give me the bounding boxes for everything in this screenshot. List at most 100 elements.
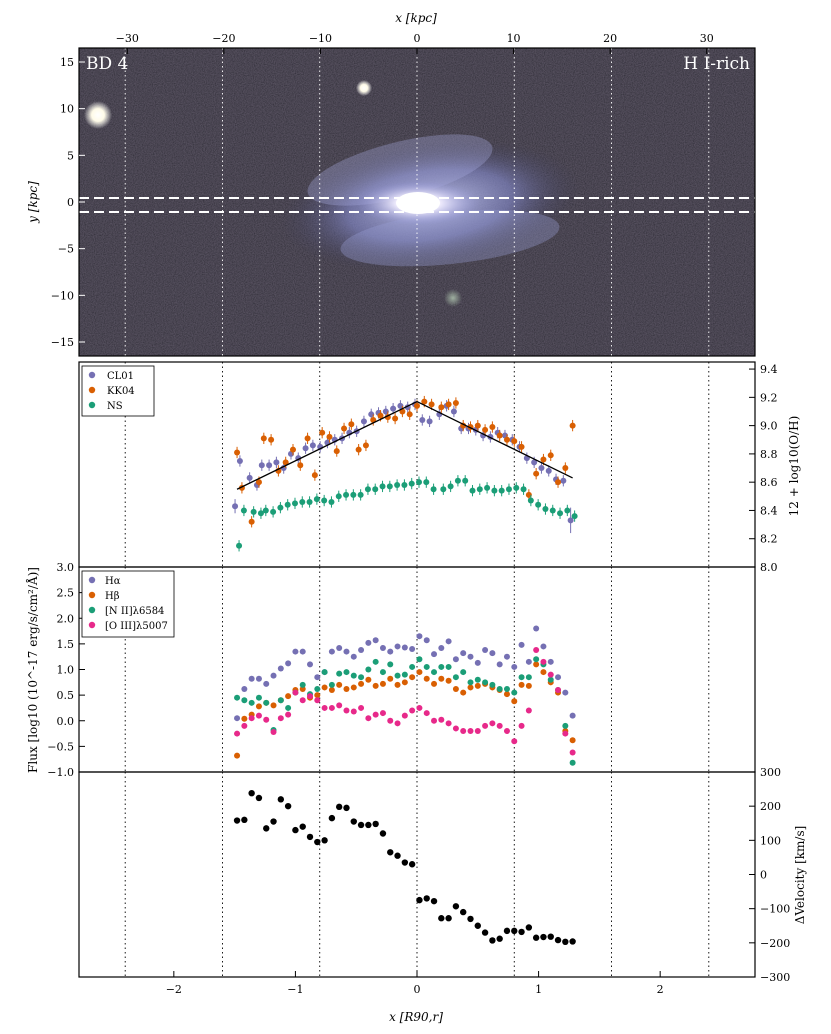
flux-point-1-18 [365, 676, 372, 683]
point-kk04-38 [511, 438, 518, 445]
flux-point-1-11 [314, 692, 321, 699]
legend-marker-cl01 [88, 371, 96, 379]
legend-marker-halpha [88, 576, 96, 584]
velocity-point-25 [416, 896, 423, 904]
flux-point-1-40 [525, 682, 532, 689]
flux-point-2-35 [489, 681, 496, 688]
point-kk04-7 [282, 459, 289, 466]
vel-ytick-label-2: −100 [760, 903, 790, 916]
point-kk04-35 [489, 424, 496, 431]
point-kk04-14 [333, 448, 340, 455]
velocity-point-40 [525, 924, 533, 931]
flux-point-0-17 [358, 647, 365, 654]
flux-point-3-8 [292, 689, 299, 696]
flux-ytick-label-8: 3.0 [57, 561, 75, 574]
flux-point-0-45 [562, 689, 569, 696]
flux-point-0-37 [503, 653, 510, 660]
point-ns-14 [335, 493, 342, 500]
flux-point-2-22 [394, 672, 401, 679]
vel-ytick-label-3: 0 [760, 869, 767, 882]
velocity-y-label: ΔVelocity [km/s] [793, 826, 807, 925]
point-cl01-46 [567, 517, 574, 524]
velocity-point-10 [306, 833, 314, 841]
velocity-point-24 [408, 861, 416, 868]
point-kk04-33 [474, 422, 481, 429]
met-ytick-label-7: 9.4 [760, 363, 778, 376]
point-kk04-11 [311, 472, 318, 479]
legend-marker-ns [88, 401, 96, 409]
flux-point-3-21 [387, 717, 394, 724]
flux-point-0-27 [431, 651, 438, 658]
flux-point-3-18 [365, 715, 372, 722]
point-cl01-18 [360, 418, 367, 425]
velocity-point-37 [503, 927, 511, 935]
flux-point-0-44 [555, 674, 562, 681]
flux-ytick-label-0: −1.0 [47, 766, 74, 779]
flux-point-2-12 [321, 669, 328, 676]
point-kk04-13 [326, 433, 333, 440]
flux-ytick-label-5: 1.5 [57, 638, 75, 651]
flux-ytick-label-1: −0.5 [47, 740, 74, 753]
flux-point-2-41 [533, 656, 540, 663]
point-kk04-15 [341, 425, 348, 432]
flux-point-2-18 [365, 666, 372, 673]
velocity-point-15 [343, 804, 350, 812]
point-ns-24 [408, 480, 415, 487]
point-ns-45 [564, 507, 571, 514]
flux-point-0-0 [234, 715, 241, 722]
point-ns-7 [284, 501, 291, 508]
point-kk04-28 [438, 404, 445, 411]
flux-point-3-20 [379, 710, 386, 717]
point-cl01-42 [538, 465, 545, 472]
point-kk04-30 [452, 400, 459, 406]
flux-point-1-29 [445, 677, 452, 684]
flux-point-2-29 [445, 663, 452, 670]
flux-point-2-40 [525, 674, 532, 681]
point-ns-4 [262, 507, 269, 514]
point-ns-8 [291, 500, 298, 507]
legend-halpha: Hα [105, 576, 121, 587]
flux-point-2-26 [423, 663, 430, 670]
legend-nii: [N II]λ6584 [105, 606, 164, 617]
flux-point-0-11 [314, 674, 321, 681]
velocity-point-34 [481, 929, 489, 936]
point-kk04-3 [255, 479, 262, 486]
flux-point-3-29 [445, 720, 452, 727]
flux-point-3-32 [467, 728, 474, 734]
flux-point-2-38 [511, 689, 518, 696]
flux-point-0-32 [467, 653, 474, 660]
point-kk04-26 [421, 398, 428, 405]
image-y-label: y [kpc] [26, 181, 40, 224]
flux-point-2-23 [401, 671, 408, 678]
point-kk04-22 [392, 415, 399, 422]
flux-ytick-label-4: 1.0 [57, 664, 75, 677]
point-cl01-45 [560, 477, 567, 484]
point-ns-41 [535, 501, 542, 508]
velocity-point-18 [365, 821, 372, 829]
flux-point-3-23 [401, 712, 408, 719]
met-ytick-label-6: 9.2 [760, 391, 778, 404]
top-tick-label-1: −20 [212, 32, 235, 45]
legend-marker-nii [88, 606, 96, 614]
flux-point-0-14 [336, 644, 343, 651]
flux-point-3-14 [336, 702, 343, 709]
flux-point-2-34 [482, 679, 489, 686]
flux-point-2-37 [503, 685, 510, 692]
flux-point-2-1 [241, 697, 248, 704]
vel-ytick-label-6: 300 [760, 766, 781, 779]
velocity-point-35 [489, 937, 496, 944]
flux-point-0-39 [518, 641, 525, 648]
flux-point-1-33 [474, 682, 481, 689]
point-ns-9 [299, 498, 306, 505]
velocity-point-33 [474, 922, 481, 929]
point-kk04-44 [555, 479, 562, 486]
legend-hbeta: Hβ [105, 591, 120, 602]
metallicity-legend: CL01 KK04 NS [81, 365, 155, 417]
velocity-point-5 [270, 818, 277, 825]
top-tick-label-5: 20 [603, 32, 617, 45]
flux-point-0-16 [350, 653, 357, 660]
flux-point-1-31 [460, 689, 467, 696]
legend-kk04: KK04 [107, 386, 135, 397]
flux-point-3-33 [474, 728, 481, 734]
flux-point-3-44 [555, 687, 562, 693]
